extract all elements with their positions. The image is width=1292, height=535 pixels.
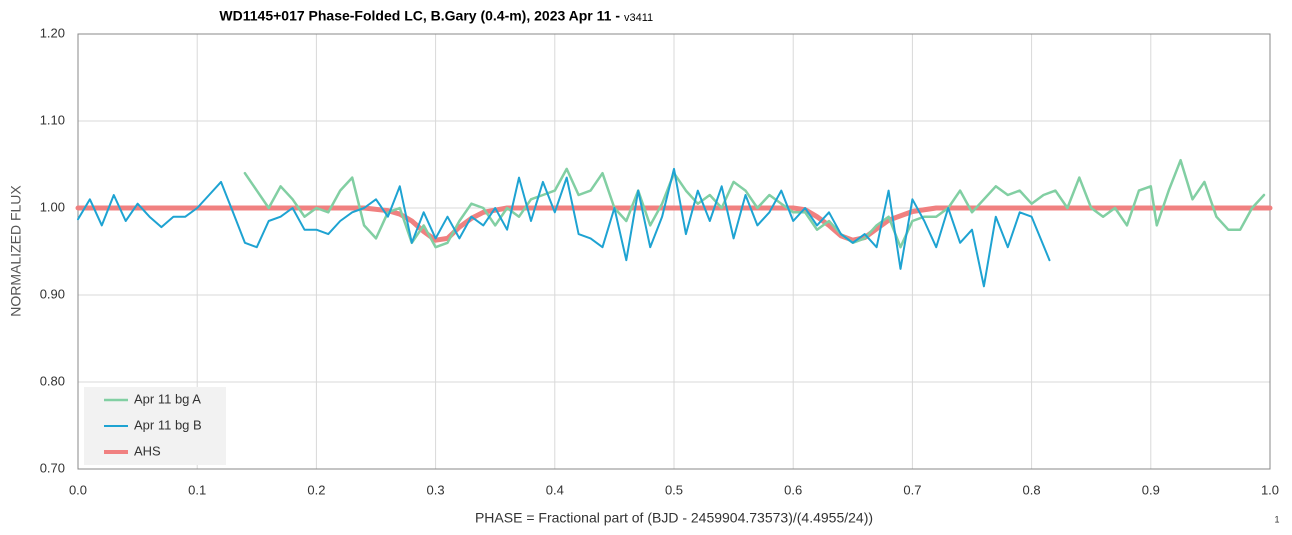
annotation: 1 <box>1274 514 1279 524</box>
x-tick-label: 1.0 <box>1261 482 1279 497</box>
y-axis-label: NORMALIZED FLUX <box>8 185 24 317</box>
y-tick-label: 0.80 <box>40 373 65 388</box>
legend-label: Apr 11 bg B <box>134 417 202 432</box>
plot-frame <box>77 33 1271 470</box>
y-tick-label: 1.00 <box>40 199 65 214</box>
y-tick-label: 1.10 <box>40 112 65 127</box>
chart-title-version: v3411 <box>624 12 653 24</box>
legend-label: Apr 11 bg A <box>134 391 201 406</box>
y-tick-label: 0.70 <box>40 460 65 475</box>
x-tick-label: 0.8 <box>1023 482 1041 497</box>
x-tick-label: 0.6 <box>784 482 802 497</box>
x-axis-label: PHASE = Fractional part of (BJD - 245990… <box>475 510 873 526</box>
series-line <box>77 167 1051 288</box>
x-tick-label: 0.0 <box>69 482 87 497</box>
x-tick-label: 0.1 <box>188 482 206 497</box>
x-tick-label: 0.3 <box>427 482 445 497</box>
legend: Apr 11 bg A Apr 11 bg B AHS <box>84 387 226 465</box>
x-tick-label: 0.2 <box>307 482 325 497</box>
legend-label: AHS <box>134 443 161 458</box>
x-tick-label: 0.7 <box>903 482 921 497</box>
y-tick-label: 0.90 <box>40 286 65 301</box>
x-tick-label: 0.5 <box>665 482 683 497</box>
series-line <box>243 158 1266 249</box>
series-line <box>75 205 1273 243</box>
x-tick-label: 0.9 <box>1142 482 1160 497</box>
y-tick-label: 1.20 <box>40 25 65 40</box>
chart-title: WD1145+017 Phase-Folded LC, B.Gary (0.4-… <box>219 8 620 24</box>
x-tick-label: 0.4 <box>546 482 564 497</box>
